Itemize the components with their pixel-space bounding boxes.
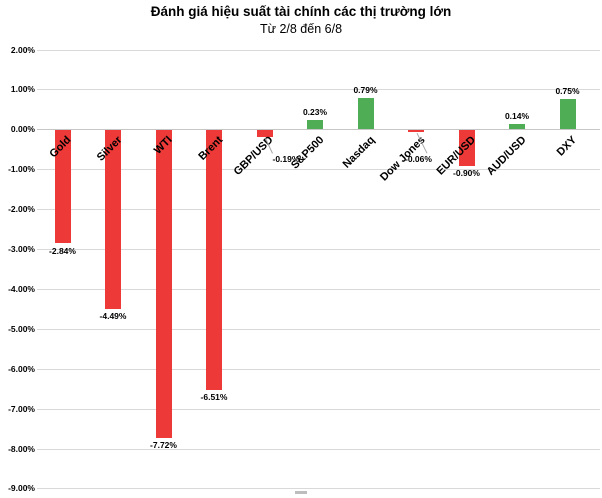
bar-nasdaq[interactable]	[357, 97, 374, 130]
y-axis-tick-label: -2.00%	[8, 204, 35, 215]
gridline	[37, 368, 600, 370]
y-axis-tick-label: -4.00%	[8, 283, 35, 294]
gridline	[37, 209, 600, 211]
leader-line-gbp-usd	[265, 138, 273, 154]
chart-subtitle: Từ 2/8 đến 6/8	[259, 22, 343, 36]
bar-value-label-dow-jones: -0.06%	[405, 154, 432, 165]
y-axis-tick-label: -3.00%	[8, 244, 35, 254]
bar-aud-usd[interactable]	[509, 123, 525, 130]
bar-value-label-brent: -6.51%	[200, 392, 228, 403]
bar-eur-usd[interactable]	[458, 129, 475, 166]
gridline	[37, 408, 600, 410]
gridline	[37, 169, 600, 171]
gridline	[37, 89, 600, 91]
y-axis-tick-label: 1.00%	[10, 84, 35, 95]
y-axis-tick-label: -8.00%	[8, 443, 35, 454]
bar-value-label-s-p500: 0.23%	[302, 107, 328, 118]
leader-line-dow-jones	[416, 132, 428, 154]
bar-brent[interactable]	[206, 129, 222, 390]
bar-wti[interactable]	[155, 129, 172, 438]
y-axis-tick-label: -9.00%	[8, 483, 35, 494]
legend-fragment	[295, 491, 307, 494]
y-axis-tick-label: 2.00%	[10, 44, 35, 55]
gridline	[37, 249, 600, 250]
bar-silver[interactable]	[105, 129, 121, 309]
bar-s-p500[interactable]	[307, 120, 323, 130]
gridline	[37, 49, 600, 51]
bar-value-label-aud-usd: 0.14%	[504, 110, 530, 121]
bar-value-label-gold: -2.84%	[49, 245, 76, 256]
bar-value-label-wti: -7.72%	[150, 440, 177, 451]
bar-value-label-nasdaq: 0.79%	[353, 84, 378, 95]
bar-value-label-silver: -4.49%	[99, 311, 127, 322]
bar-value-label-eur-usd: -0.90%	[453, 168, 480, 179]
y-axis-tick-label: -5.00%	[8, 323, 35, 334]
bar-value-label-dxy: 0.75%	[555, 86, 580, 97]
bar-gold[interactable]	[54, 129, 71, 244]
gridline	[37, 448, 600, 450]
bar-dxy[interactable]	[559, 99, 576, 130]
y-axis-tick-label: -1.00%	[8, 164, 35, 175]
y-axis-tick-label: -7.00%	[8, 403, 35, 414]
bar-value-label-gbp-usd: -0.19%	[272, 154, 300, 165]
bar-dow-jones[interactable]	[408, 129, 424, 133]
gridline	[37, 488, 600, 490]
gridline	[37, 288, 600, 290]
zero-axis-line	[37, 129, 600, 131]
y-axis-tick-label: 0.00%	[10, 124, 35, 135]
y-axis-tick-label: -6.00%	[8, 363, 35, 374]
gridline	[37, 328, 600, 330]
bar-gbp-usd[interactable]	[256, 129, 273, 138]
chart-title: Đánh giá hiệu suất tài chính các thị trư…	[150, 4, 452, 19]
